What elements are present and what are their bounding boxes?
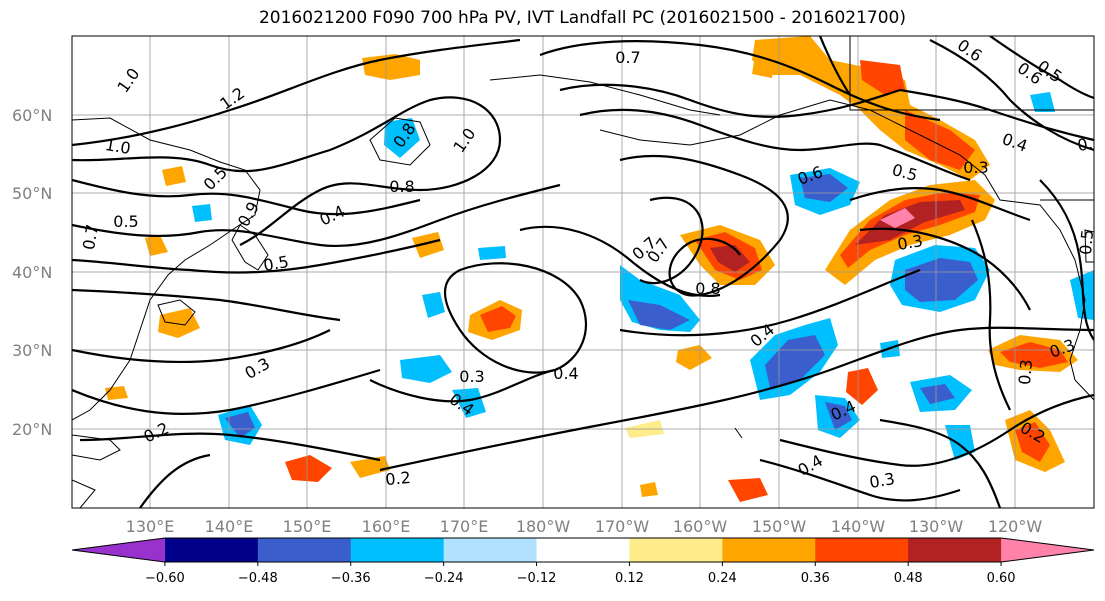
lon-label: 180°W — [516, 517, 571, 536]
colorbar-tick-label: −0.12 — [517, 571, 557, 586]
lon-label: 130°E — [126, 517, 175, 536]
contour-label: 0.8 — [695, 279, 720, 298]
contour-label: 0.5 — [1076, 229, 1097, 256]
colorbar-bin — [350, 538, 445, 562]
contour-label: 0.6 — [1076, 132, 1104, 155]
lon-label: 140°E — [205, 517, 254, 536]
colorbar-tick-label: 0.36 — [801, 571, 830, 586]
longitude-labels: 130°E 140°E 150°E 160°E 170°E 180°W 170°… — [126, 517, 1043, 536]
contour-label: 0.2 — [385, 468, 412, 489]
colorbar-tick-label: 0.60 — [987, 571, 1016, 586]
contour-label: 0.3 — [963, 158, 988, 177]
contour-label: 0.3 — [896, 231, 924, 254]
lon-label: 160°E — [362, 517, 411, 536]
colorbar-tick-label: −0.48 — [238, 571, 278, 586]
lat-label-40n: 40°N — [12, 263, 52, 282]
lon-label: 160°W — [673, 517, 728, 536]
lat-label-60n: 60°N — [12, 106, 52, 125]
colorbar-bin — [536, 538, 630, 562]
contour-label: 0.3 — [868, 469, 896, 492]
colorbar-bin — [72, 538, 165, 562]
map-plot-area: 1.01.21.00.70.50.80.40.50.91.00.80.50.7 0… — [72, 36, 1104, 508]
lon-label: 170°W — [595, 517, 650, 536]
colorbar-tick-label: −0.36 — [331, 571, 371, 586]
contour-label: 0.8 — [389, 177, 414, 196]
lon-label: 150°W — [752, 517, 807, 536]
colorbar-bin — [443, 538, 538, 562]
contour-label: 1.0 — [104, 135, 132, 158]
map-frame — [71, 35, 1095, 509]
map-title: 2016021200 F090 700 hPa PV, IVT Landfall… — [258, 8, 906, 28]
contour-label: 0.7 — [615, 48, 640, 67]
colorbar-tick-label: −0.24 — [424, 571, 464, 586]
lat-label-20n: 20°N — [12, 420, 52, 439]
latitude-labels: 60°N 50°N 40°N 30°N 20°N — [12, 106, 52, 439]
colorbar-bin — [1001, 538, 1094, 562]
lon-label: 130°W — [909, 517, 964, 536]
colorbar-bin — [908, 538, 1002, 562]
contour-label: 0.3 — [459, 367, 484, 386]
contour-label: 0.7 — [79, 223, 102, 251]
contour-label: 0.4 — [553, 364, 578, 383]
contour-label: 0.3 — [1015, 359, 1036, 386]
contour-labels: 1.01.21.00.70.50.80.40.50.91.00.80.50.7 0… — [79, 36, 1104, 492]
pv-contours — [72, 36, 1094, 508]
coastlines — [72, 36, 1094, 508]
colorbar-tick-label: −0.60 — [145, 571, 185, 586]
colorbar: −0.60 −0.48 −0.36 −0.24 −0.12 0.12 0.24 0.36 0.4… — [71, 537, 1095, 586]
colorbar-bin — [815, 538, 909, 562]
lat-label-30n: 30°N — [12, 341, 52, 360]
colorbar-tick-label: 0.24 — [708, 571, 737, 586]
colorbar-bin — [257, 538, 352, 562]
colorbar-bin — [722, 538, 816, 562]
colorbar-tick-label: 0.12 — [615, 571, 644, 586]
colorbar-bin — [629, 538, 723, 562]
lat-label-50n: 50°N — [12, 184, 52, 203]
contour-label: 0.5 — [113, 212, 138, 231]
lon-label: 140°W — [831, 517, 886, 536]
colorbar-bin — [164, 538, 259, 562]
lon-label: 120°W — [988, 517, 1043, 536]
lon-label: 170°E — [440, 517, 489, 536]
colorbar-tick-label: 0.48 — [894, 571, 923, 586]
lon-label: 150°E — [283, 517, 332, 536]
contour-label: 0.5 — [262, 252, 290, 275]
